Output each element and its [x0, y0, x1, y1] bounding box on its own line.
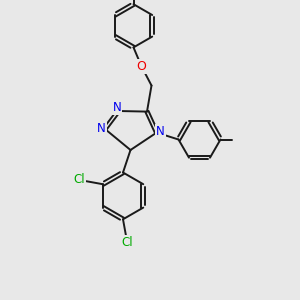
Text: O: O	[137, 60, 146, 73]
Text: N: N	[112, 101, 122, 114]
Text: Cl: Cl	[122, 236, 133, 249]
Text: N: N	[97, 122, 106, 136]
Text: Cl: Cl	[74, 173, 85, 186]
Text: N: N	[156, 124, 165, 138]
